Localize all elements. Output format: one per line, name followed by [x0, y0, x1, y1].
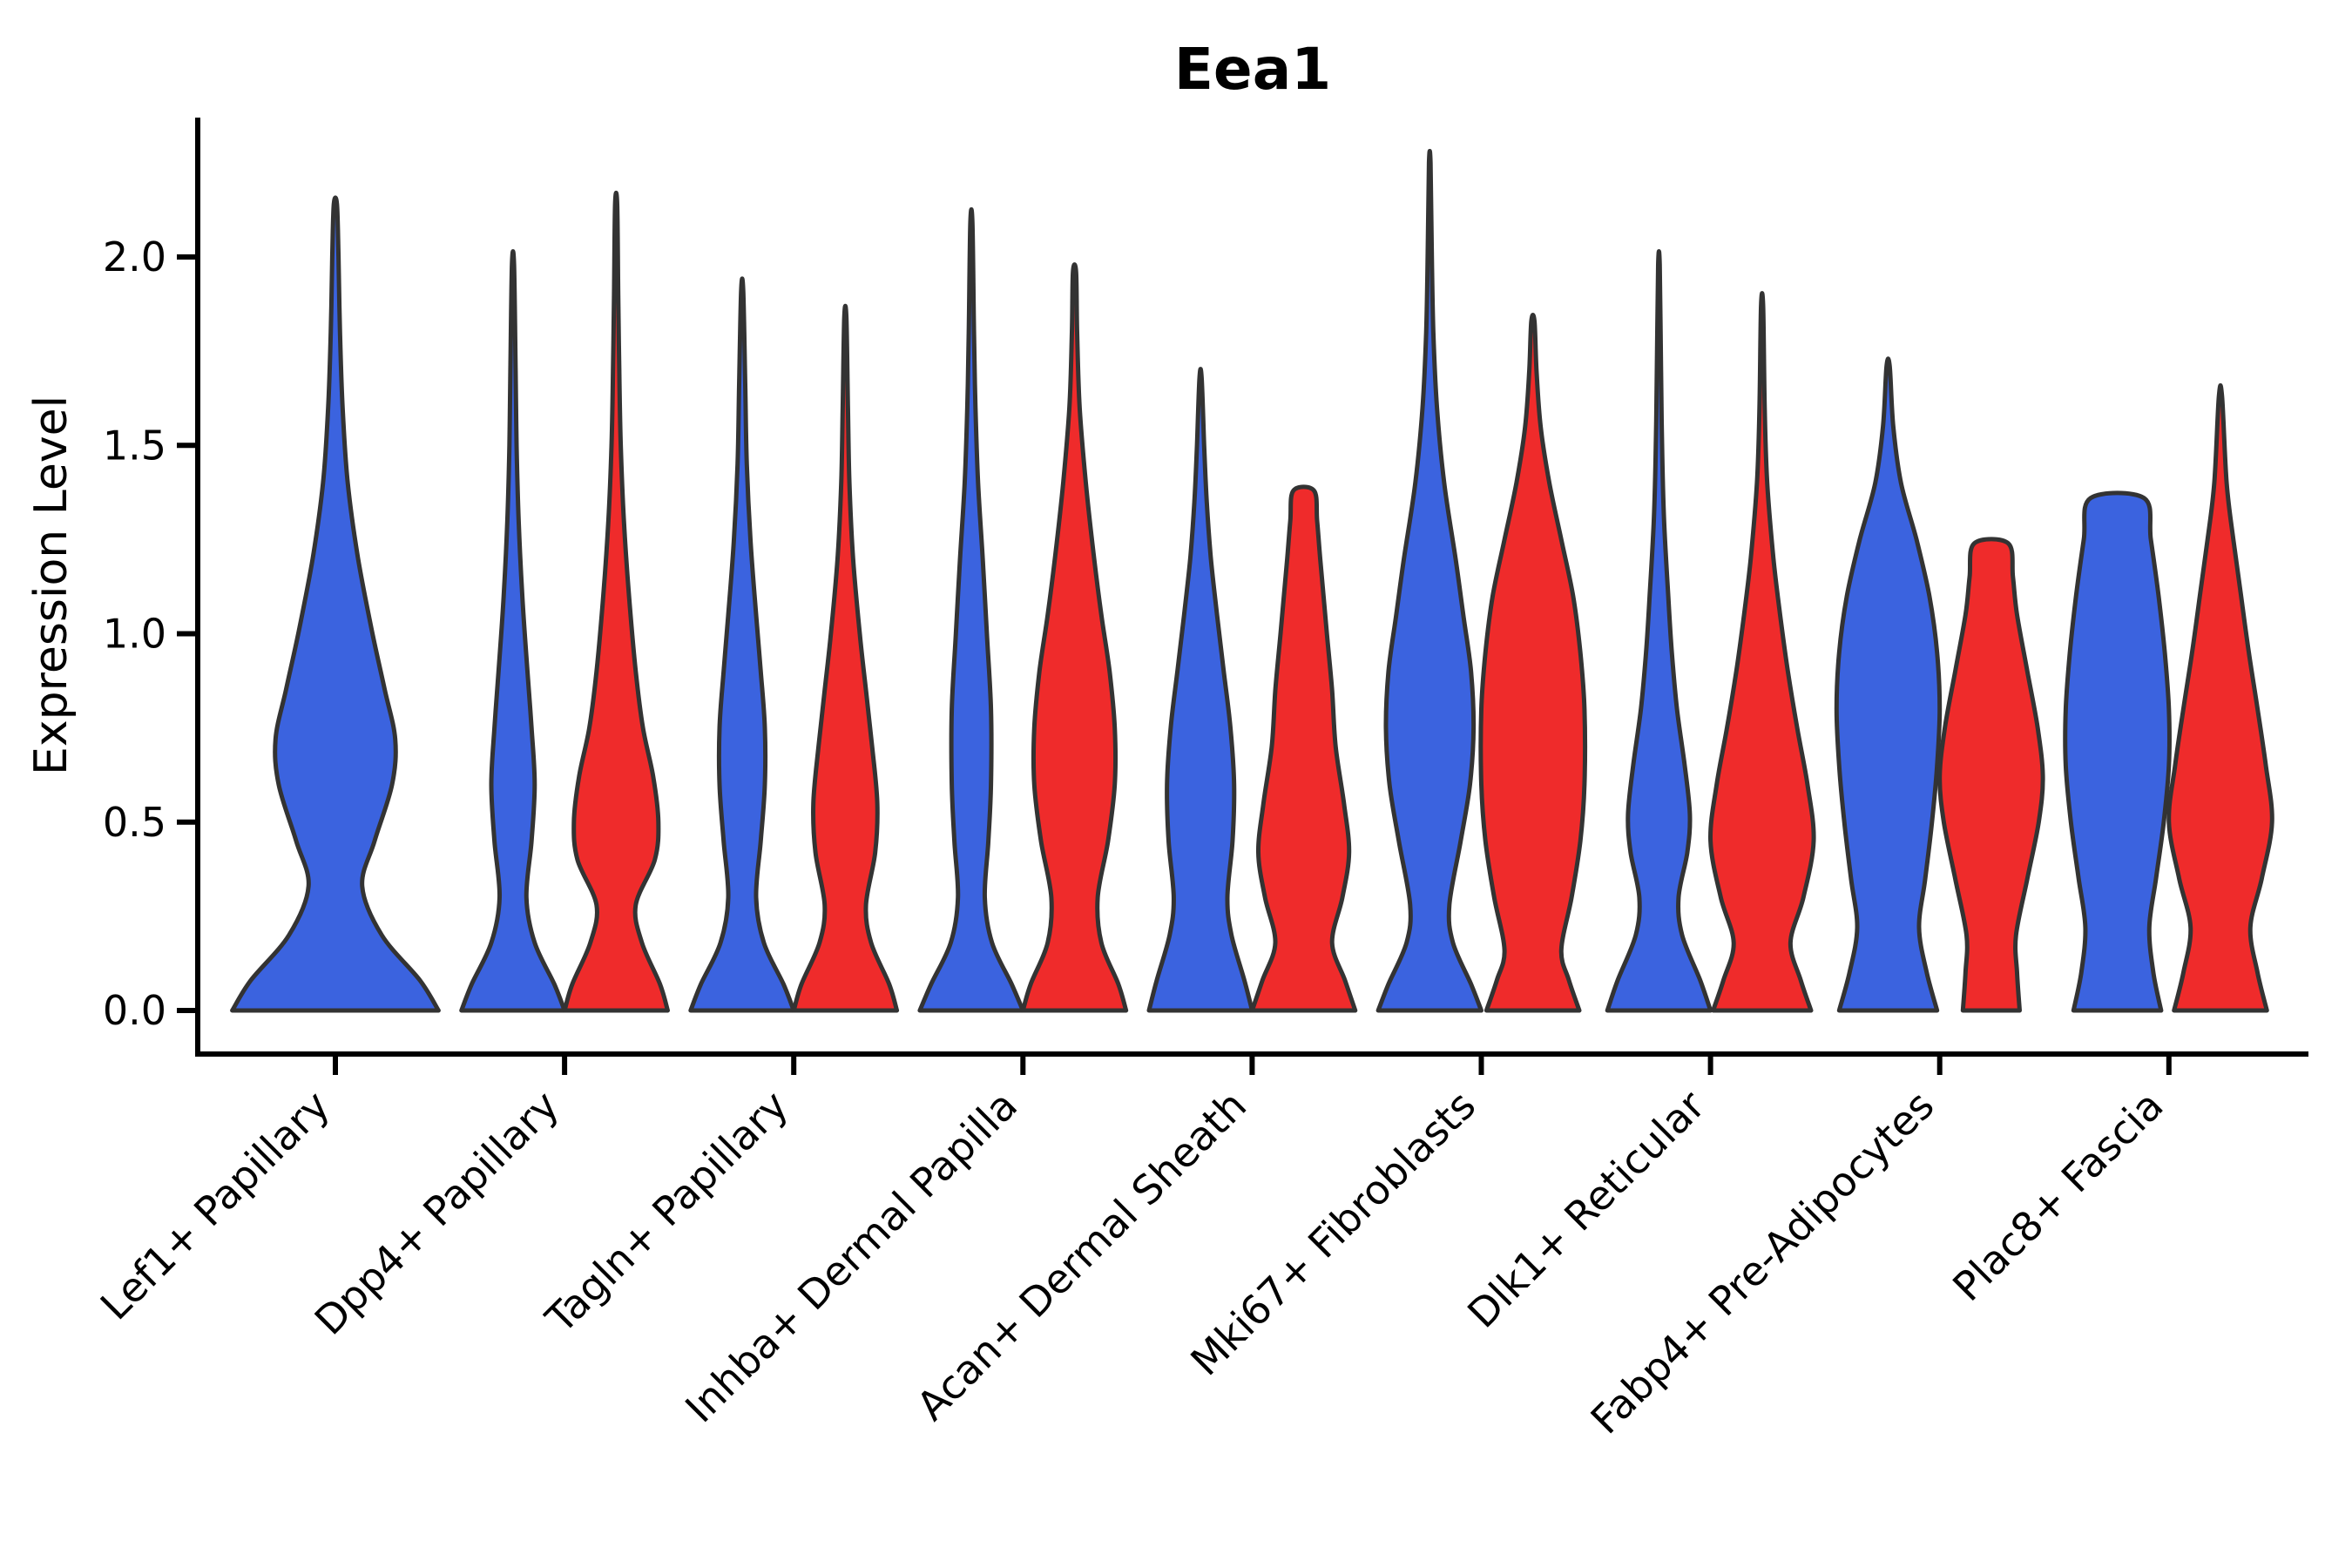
x-tick-label-dlk1-reticular: Dlk1+ Reticular	[1458, 1082, 1713, 1337]
violin-fabp4-pre-adipocytes-blue	[1834, 356, 1943, 1013]
chart-title: Eea1	[1174, 36, 1331, 103]
violin-shapes	[230, 148, 2274, 1013]
violin-plac8-fascia-red	[2166, 383, 2274, 1013]
x-tick-label-plac8-fascia: Plac8+ Fascia	[1943, 1082, 2172, 1310]
violin-acan-dermal-sheath-red	[1249, 484, 1358, 1013]
violin-mki67-fibroblasts-red	[1478, 313, 1587, 1013]
violin-plac8-fascia-blue	[2063, 490, 2172, 1013]
violin-dpp4-papillary-blue	[459, 249, 567, 1013]
violin-dlk1-reticular-red	[1708, 291, 1816, 1013]
violin-fabp4-pre-adipocytes-red	[1937, 537, 2045, 1013]
violin-tagln-papillary-red	[791, 303, 900, 1013]
y-tick-label: 0.5	[103, 799, 166, 846]
axis-spines	[195, 118, 2308, 1057]
y-tick-label: 0.0	[103, 987, 166, 1034]
x-tick-label-tagln-papillary: Tagln+ Papillary	[536, 1082, 797, 1343]
violin-inhba-dermal-papilla-blue	[917, 206, 1025, 1013]
violin-lef1-papillary-blue	[230, 195, 441, 1013]
violin-dpp4-papillary-red	[562, 190, 670, 1013]
y-tick-label: 2.0	[103, 233, 166, 280]
violin-inhba-dermal-papilla-red	[1020, 262, 1129, 1013]
violin-dlk1-reticular-blue	[1605, 249, 1713, 1013]
x-tick-label-dpp4-papillary: Dpp4+ Papillary	[306, 1082, 568, 1344]
y-tick-label: 1.0	[103, 611, 166, 658]
y-axis-label: Expression Level	[25, 395, 78, 775]
violin-acan-dermal-sheath-blue	[1146, 367, 1254, 1013]
violin-mki67-fibroblasts-blue	[1375, 148, 1484, 1013]
x-tick-label-lef1-papillary: Lef1+ Papillary	[91, 1082, 339, 1329]
y-tick-label: 1.5	[103, 422, 166, 469]
violin-tagln-papillary-blue	[688, 276, 796, 1013]
